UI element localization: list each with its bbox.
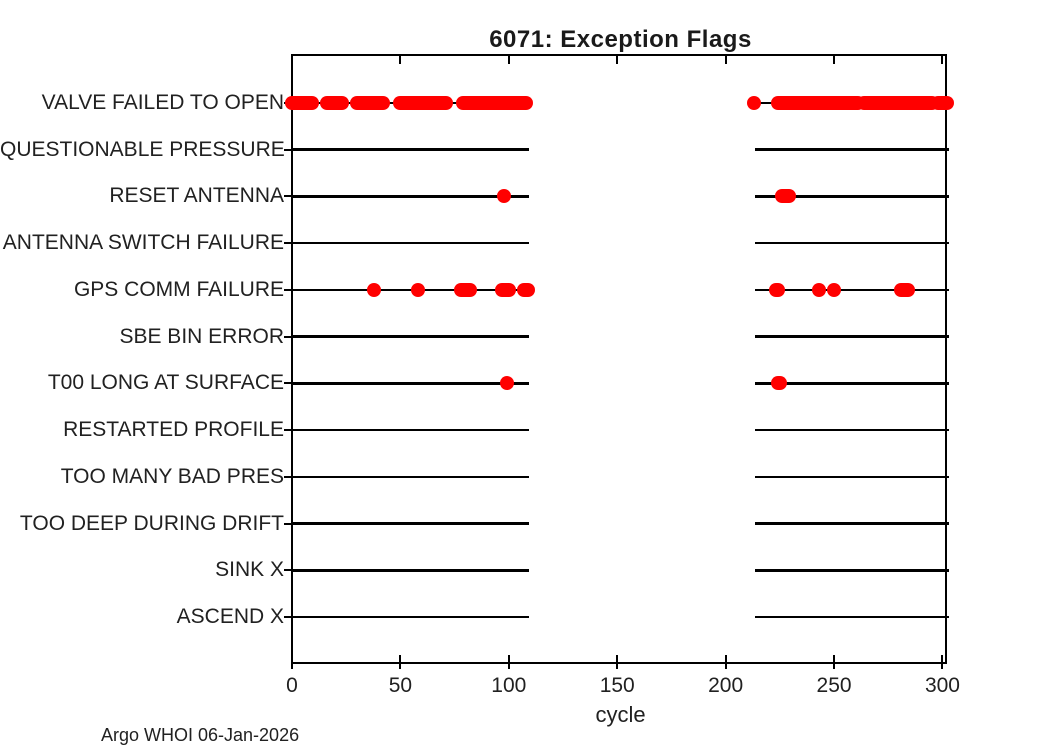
category-line	[754, 475, 949, 479]
x-tick-top	[399, 56, 402, 64]
category-line	[754, 195, 949, 198]
x-tick-bottom	[941, 655, 944, 669]
x-tick-label: 0	[286, 674, 298, 697]
y-tick	[284, 616, 292, 619]
x-tick-label: 250	[816, 674, 852, 697]
x-tick-bottom	[507, 655, 510, 669]
footer-note: Argo WHOI 06-Jan-2026	[101, 725, 300, 745]
flag-marker	[827, 282, 842, 297]
flag-marker	[410, 282, 425, 297]
category-line	[292, 569, 530, 572]
category-line	[292, 428, 530, 432]
x-tick-bottom	[616, 655, 619, 669]
category-line	[292, 335, 530, 338]
y-axis-label: ANTENNA SWITCH FAILURE	[2, 231, 284, 255]
flag-marker	[857, 95, 939, 110]
y-axis-label: ASCEND X	[176, 605, 284, 629]
y-axis-label: TOO MANY BAD PRES	[60, 464, 284, 488]
x-tick-bottom	[833, 655, 836, 669]
flag-marker	[931, 95, 954, 110]
plot-area	[291, 54, 947, 664]
flag-marker	[811, 282, 826, 297]
flag-marker	[285, 95, 319, 110]
flag-marker	[770, 376, 787, 391]
flag-marker	[319, 95, 349, 110]
flag-marker	[367, 282, 382, 297]
flag-marker	[768, 282, 785, 297]
y-tick	[284, 288, 292, 291]
category-line	[754, 382, 949, 385]
x-axis-label: cycle	[595, 702, 646, 727]
y-axis-label: SINK X	[215, 558, 284, 582]
x-tick-top	[507, 56, 510, 64]
category-line	[292, 522, 530, 525]
x-tick-top	[941, 56, 944, 64]
y-tick	[284, 429, 292, 432]
flag-marker	[775, 189, 796, 204]
y-tick	[284, 148, 292, 151]
category-line	[754, 335, 949, 338]
y-axis-label: QUESTIONABLE PRESSURE	[0, 137, 285, 161]
flag-marker	[499, 376, 514, 391]
category-line	[754, 569, 949, 572]
flag-marker	[517, 282, 536, 297]
category-line	[292, 615, 530, 619]
y-axis-label: SBE BIN ERROR	[119, 324, 284, 348]
x-tick-label: 150	[599, 674, 635, 697]
y-tick	[284, 195, 292, 198]
x-tick-label: 200	[708, 674, 744, 697]
y-tick	[284, 335, 292, 338]
category-line	[754, 241, 949, 245]
category-line	[292, 195, 530, 198]
x-tick-bottom	[399, 655, 402, 669]
x-tick-label: 50	[388, 674, 413, 697]
x-tick-label: 100	[491, 674, 527, 697]
flag-marker	[746, 95, 761, 110]
category-line	[292, 148, 530, 151]
category-line	[754, 615, 949, 619]
x-tick-bottom	[291, 655, 293, 669]
y-axis-label: TOO DEEP DURING DRIFT	[19, 511, 284, 535]
y-axis-label: VALVE FAILED TO OPEN	[41, 90, 284, 114]
y-axis-label: RESET ANTENNA	[109, 184, 284, 208]
y-axis-label: RESTARTED PROFILE	[63, 418, 284, 442]
x-tick-top	[724, 56, 727, 64]
flag-marker	[770, 95, 865, 110]
x-tick-top	[616, 56, 619, 64]
x-tick-label: 300	[924, 674, 960, 697]
x-tick-top	[833, 56, 836, 64]
y-tick	[284, 522, 292, 525]
category-line	[754, 148, 949, 151]
y-axis-label: T00 LONG AT SURFACE	[47, 371, 284, 395]
y-tick	[284, 242, 292, 245]
category-line	[292, 475, 530, 479]
y-tick	[284, 569, 292, 572]
category-line	[754, 288, 949, 292]
category-line	[292, 288, 530, 292]
flag-marker	[393, 95, 453, 110]
category-line	[292, 241, 530, 245]
x-tick-top	[291, 56, 293, 64]
flag-marker	[454, 282, 477, 297]
flag-marker	[497, 189, 512, 204]
y-tick	[284, 475, 292, 478]
y-tick	[284, 382, 292, 385]
chart-title: 6071: Exception Flags	[489, 26, 752, 53]
flag-marker	[456, 95, 534, 110]
x-tick-bottom	[724, 655, 727, 669]
flag-marker	[894, 282, 915, 297]
category-line	[754, 428, 949, 432]
y-axis-label: GPS COMM FAILURE	[73, 277, 284, 301]
flag-marker	[350, 95, 391, 110]
category-line	[754, 522, 949, 525]
flag-marker	[495, 282, 516, 297]
category-line	[292, 382, 530, 385]
